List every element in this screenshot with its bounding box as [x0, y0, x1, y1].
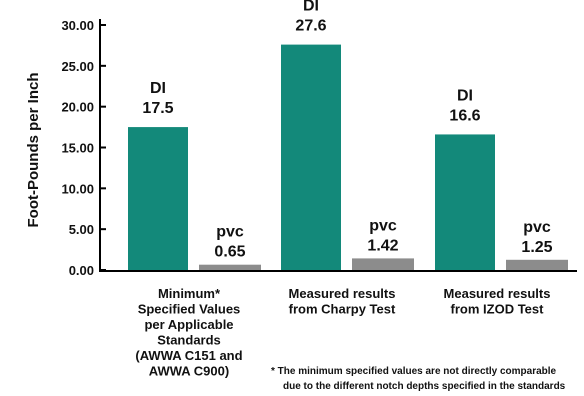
y-tick-label: 30.00 — [61, 18, 94, 33]
bars-layer — [128, 44, 568, 270]
bar-di-value-label: 27.6 — [295, 18, 326, 35]
category-label-line: Specified Values — [138, 302, 241, 317]
category-label-line: Standards — [157, 333, 221, 348]
category-labels: Minimum* Specified Values per Applicable St… — [135, 286, 550, 379]
category-label: Measured results from Charpy Test — [289, 286, 396, 317]
bar-di — [281, 44, 341, 270]
bar-pvc-value-label: 1.25 — [521, 239, 552, 256]
bar-pvc-value-label: 1.42 — [367, 237, 398, 254]
bar-pvc-series-label: pvc — [369, 217, 397, 234]
bar-pvc — [506, 259, 568, 270]
category-label-line: per Applicable — [144, 317, 233, 332]
category-label-line: from Charpy Test — [289, 302, 396, 317]
bar-di — [435, 134, 495, 270]
category-label-line: Minimum* — [158, 286, 221, 301]
y-tick-label: 0.00 — [69, 263, 94, 278]
bar-di-value-label: 17.5 — [142, 100, 173, 117]
data-labels: DI 17.5 pvc 0.65 DI 27.6 pvc 1.42 DI 16.6 pvc 1.25 — [142, 0, 552, 261]
y-tick-label: 25.00 — [61, 59, 94, 74]
category-label-line: AWWA C900) — [149, 364, 229, 379]
category-label-line: Measured results — [444, 286, 551, 301]
bar-di-series-label: DI — [150, 80, 166, 97]
category-label: Minimum* Specified Values per Applicable St… — [135, 286, 242, 379]
category-label: Measured results from IZOD Test — [444, 286, 551, 317]
y-tick-label: 5.00 — [69, 222, 94, 237]
bar-pvc-value-label: 0.65 — [214, 244, 245, 261]
category-label-line: from IZOD Test — [451, 302, 545, 317]
footnote-line: * The minimum specified values are not d… — [271, 366, 557, 377]
y-axis-label: Foot-Pounds per Inch — [25, 73, 42, 228]
bar-pvc — [199, 264, 261, 270]
bar-di — [128, 127, 188, 270]
footnote-line: due to the different notch depths specif… — [283, 381, 566, 392]
footnote: * The minimum specified values are not d… — [271, 366, 566, 392]
bar-di-series-label: DI — [303, 0, 319, 15]
y-tick-label: 20.00 — [61, 100, 94, 115]
y-tick-label: 10.00 — [61, 181, 94, 196]
category-label-line: (AWWA C151 and — [135, 348, 242, 363]
bar-pvc-series-label: pvc — [523, 219, 551, 236]
y-tick-label: 15.00 — [61, 141, 94, 156]
bar-pvc-series-label: pvc — [216, 224, 244, 241]
bar-pvc — [352, 258, 414, 270]
category-label-line: Measured results — [289, 286, 396, 301]
bar-di-value-label: 16.6 — [449, 107, 480, 124]
bar-di-series-label: DI — [457, 87, 473, 104]
